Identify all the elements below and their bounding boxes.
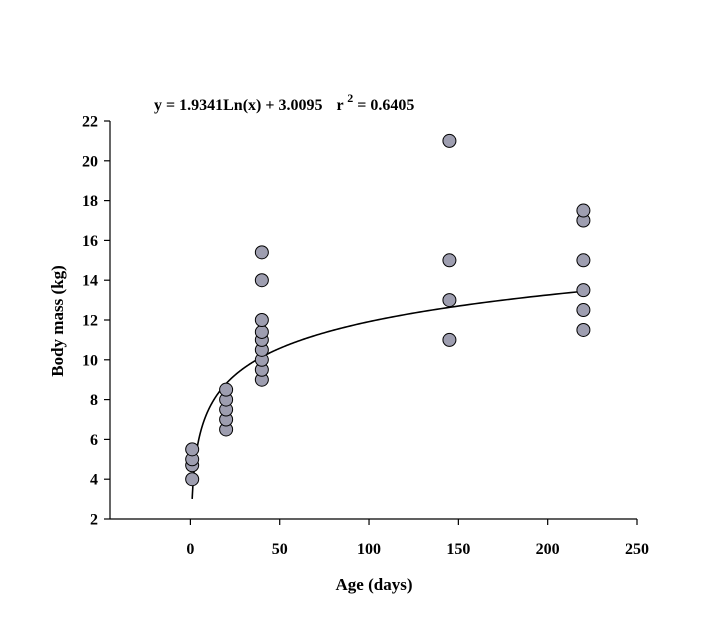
data-point <box>576 253 591 268</box>
y-tick-label: 12 <box>82 313 98 330</box>
axes: 2 4 6 8 10 12 14 16 18 20 22 0 50 100 150 200 250 <box>82 114 649 559</box>
y-tick-label: 16 <box>82 233 98 250</box>
y-tick-label: 18 <box>82 193 98 210</box>
data-point <box>442 293 457 308</box>
data-point <box>219 382 234 397</box>
x-tick-label: 250 <box>625 541 649 558</box>
data-point <box>442 332 457 347</box>
data-point <box>442 253 457 268</box>
trendline-equation: y = 1.9341Ln(x) + 3.0095 r 2 = 0.6405 <box>154 89 414 114</box>
data-point <box>254 273 269 288</box>
y-tick-label: 4 <box>90 472 98 489</box>
r-squared-label: r <box>336 97 343 114</box>
data-point <box>254 313 269 327</box>
r-squared-exponent: 2 <box>347 91 353 105</box>
data-point <box>576 322 591 337</box>
y-tick-label: 14 <box>82 273 98 290</box>
x-tick-label: 50 <box>272 541 288 558</box>
y-tick-label: 20 <box>82 153 98 170</box>
data-point <box>576 303 591 318</box>
y-tick-label: 2 <box>90 512 98 529</box>
y-axis-title: Body mass (kg) <box>48 265 67 376</box>
x-tick-label: 100 <box>357 541 381 558</box>
data-point <box>442 133 457 148</box>
trendline-curve <box>191 290 584 499</box>
data-point <box>254 324 269 339</box>
trendline-equation-text: y = 1.9341Ln(x) + 3.0095 r 2 = 0.6405 <box>154 89 414 114</box>
y-tick-label: 8 <box>90 392 98 409</box>
x-tick-label: 200 <box>536 541 560 558</box>
y-tick-label: 10 <box>82 352 98 369</box>
data-points <box>185 133 591 487</box>
x-tick-label: 0 <box>186 541 194 558</box>
y-tick-label: 6 <box>90 432 98 449</box>
data-point <box>576 203 591 218</box>
x-tick-label: 150 <box>446 541 470 558</box>
trendline <box>191 290 584 499</box>
data-point <box>185 472 200 487</box>
data-point <box>254 245 269 260</box>
data-point <box>576 283 591 298</box>
x-axis-title: Age (days) <box>336 575 413 594</box>
data-point <box>185 442 200 457</box>
r-squared-value: = 0.6405 <box>357 97 414 114</box>
equation-formula: y = 1.9341Ln(x) + 3.0095 <box>154 97 322 114</box>
y-tick-label: 22 <box>82 114 98 131</box>
